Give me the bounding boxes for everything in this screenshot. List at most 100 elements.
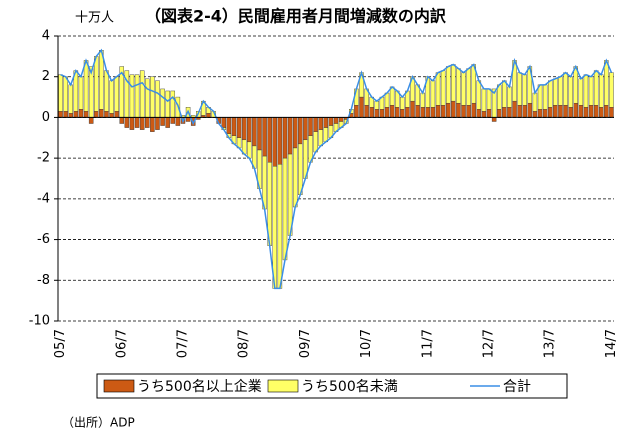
bar (175, 117, 181, 126)
bar (114, 76, 119, 112)
bar (160, 88, 165, 118)
bar (553, 105, 558, 118)
bar (476, 109, 482, 118)
y-tick-label: -10 (29, 314, 50, 329)
bar (481, 111, 487, 118)
bar (609, 72, 614, 108)
bar (226, 117, 232, 134)
bar (451, 100, 456, 118)
bar (374, 100, 380, 110)
bar (451, 64, 456, 102)
bar (88, 117, 94, 124)
bar (63, 111, 68, 118)
y-tick-label: -2 (37, 151, 50, 166)
bar (420, 92, 425, 108)
bar (165, 117, 170, 128)
bar (491, 117, 497, 122)
y-tick-label: -8 (37, 273, 50, 288)
bar (63, 76, 68, 112)
bar (542, 84, 548, 110)
bar (354, 105, 359, 118)
bar (338, 117, 344, 122)
bar (558, 105, 563, 118)
bar (165, 90, 170, 118)
bar (308, 117, 313, 136)
bar (313, 131, 318, 153)
bar (221, 117, 227, 128)
bar (466, 105, 471, 118)
bar (435, 72, 441, 106)
bar (298, 143, 303, 195)
bar (155, 80, 160, 118)
bar (537, 109, 543, 118)
x-tick-label: 10/7 (359, 329, 374, 358)
bar (236, 117, 242, 138)
bar (553, 78, 558, 106)
bar (170, 90, 176, 118)
x-tick-label: 08/7 (237, 329, 252, 358)
bar (583, 74, 589, 108)
bar (568, 107, 573, 118)
legend-label: うち500名以上企業 (137, 378, 262, 395)
bar (558, 76, 563, 106)
bar (277, 117, 283, 165)
bar (170, 117, 176, 124)
bar (578, 78, 584, 106)
y-tick-label: 0 (42, 110, 50, 125)
bar (486, 109, 492, 118)
bar (241, 117, 247, 141)
bar (507, 86, 512, 108)
bar (420, 107, 425, 118)
bar (461, 72, 466, 106)
bar (405, 107, 410, 118)
bar (160, 117, 165, 126)
total-line (60, 48, 613, 290)
bar (542, 109, 548, 118)
bar (547, 80, 553, 108)
bar (456, 68, 461, 104)
bar (415, 105, 420, 118)
bar (527, 102, 533, 118)
bar (83, 111, 89, 118)
bar (129, 117, 135, 130)
chart-title: （図表2-4）民間雇用者月間増減数の内訳 (145, 7, 447, 26)
bar (83, 60, 89, 112)
bar (272, 117, 278, 167)
bar (522, 74, 527, 106)
bar (410, 100, 415, 118)
y-unit: 十万人 (75, 11, 114, 26)
x-tick-label: 05/7 (53, 329, 68, 358)
bar (563, 72, 568, 106)
bar (502, 80, 507, 108)
bar (583, 107, 589, 118)
legend-label: 合計 (503, 379, 531, 395)
y-tick-label: -4 (37, 191, 50, 206)
bar (323, 117, 329, 128)
bar (109, 80, 114, 114)
bar (318, 129, 323, 147)
bar (129, 74, 135, 118)
bar (496, 109, 502, 118)
bar (150, 76, 155, 118)
bar (328, 117, 334, 126)
bar (389, 105, 395, 118)
bar (78, 109, 84, 118)
bar (109, 113, 114, 118)
bar (58, 74, 63, 112)
bar (247, 117, 252, 143)
bar (374, 109, 380, 118)
bar (185, 117, 191, 122)
bar (104, 111, 109, 118)
bar (68, 113, 73, 118)
x-tick-label: 14/7 (604, 329, 619, 358)
bar (272, 166, 278, 289)
bar (588, 76, 594, 106)
bar (384, 107, 390, 118)
bar (379, 109, 385, 118)
bar (563, 105, 568, 118)
x-tick-label: 11/7 (420, 329, 435, 358)
bar (119, 117, 125, 124)
bar (139, 117, 145, 130)
bar (593, 105, 599, 118)
bar (364, 105, 369, 118)
